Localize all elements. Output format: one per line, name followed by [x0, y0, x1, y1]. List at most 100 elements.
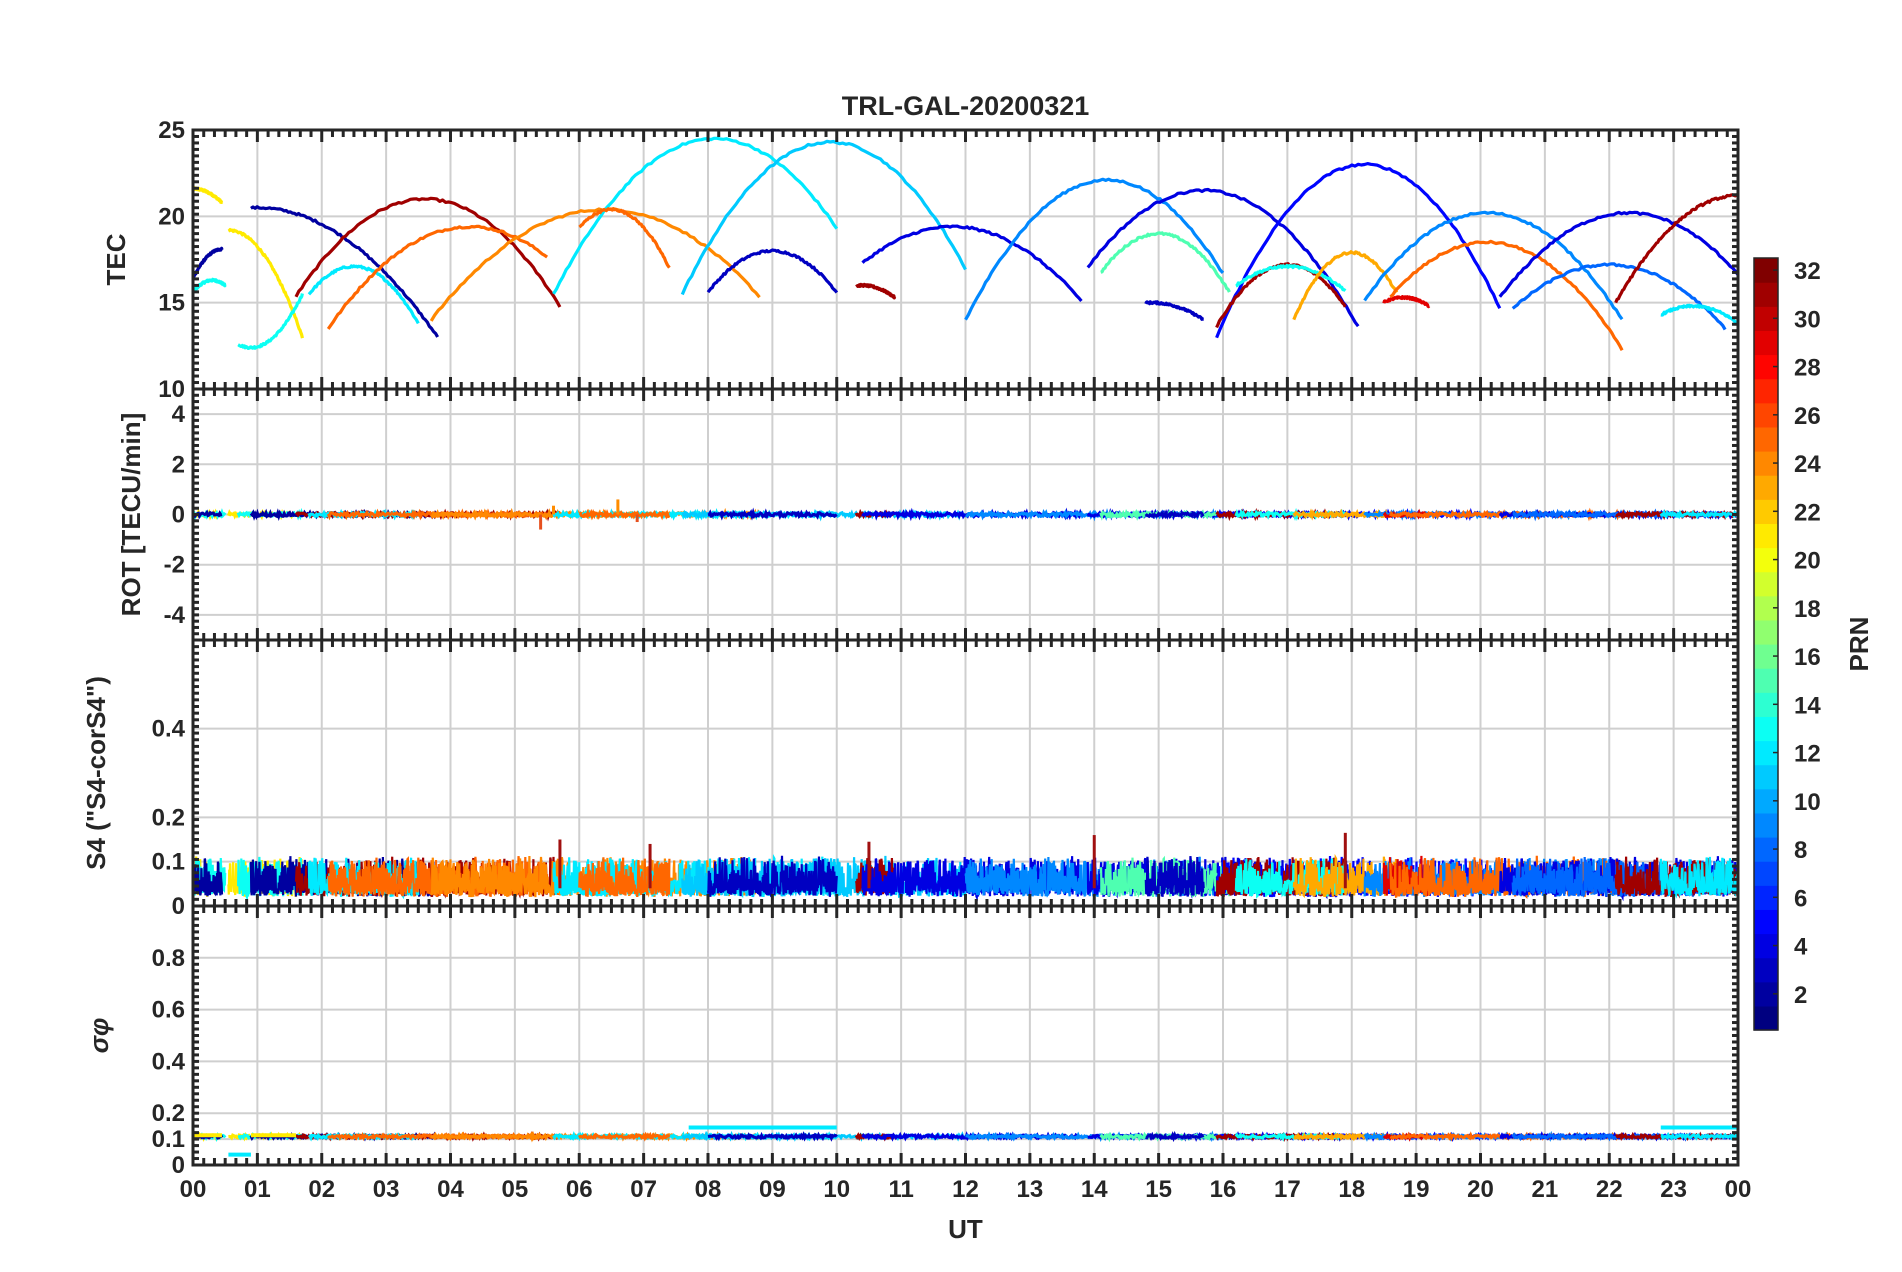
colorbar-tick-label: 24	[1794, 451, 1821, 478]
x-tick-label: 09	[759, 1176, 786, 1203]
x-tick-label: 18	[1338, 1176, 1365, 1203]
x-axis-label: UT	[948, 1214, 983, 1244]
tec-arc-prn-21	[227, 228, 304, 339]
rot-series-prn-25	[578, 508, 671, 521]
rot-series-prn-3	[1144, 509, 1205, 520]
panel-frame	[191, 904, 1740, 1167]
y-tick-label: 0	[172, 502, 185, 529]
colorbar-step	[1754, 716, 1778, 742]
x-tick-label: 10	[823, 1176, 850, 1203]
y-tick-label: 0.4	[152, 1048, 186, 1075]
y-tick-label: 0.8	[152, 945, 185, 972]
y-tick-label: 2	[172, 451, 185, 478]
colorbar-step	[1754, 475, 1778, 500]
colorbar-tick-label: 32	[1794, 258, 1821, 285]
colorbar-label: PRN	[1844, 617, 1874, 672]
s4-series-prn-3	[1144, 855, 1205, 897]
y-tick-label: 0	[172, 893, 185, 920]
tec-arc-prn-4	[1086, 187, 1360, 328]
colorbar-tick-label: 18	[1794, 596, 1821, 623]
colorbar-step	[1754, 668, 1778, 693]
colorbar-step	[1754, 523, 1778, 549]
y-tick-label: 0.1	[152, 849, 185, 876]
x-tick-label: 20	[1467, 1176, 1494, 1203]
tec-arc-prn-23	[1292, 250, 1399, 321]
colorbar-tick-label: 6	[1794, 885, 1807, 912]
panel-tec: 10 15 20 25 TEC	[101, 117, 1740, 403]
colorbar-step	[1754, 909, 1778, 935]
tec-arc-prn-9	[964, 177, 1225, 321]
y-tick-label: -2	[164, 552, 185, 579]
colorbar-tick-label: 22	[1794, 499, 1821, 526]
y-tick-label: 0.2	[152, 1100, 185, 1127]
y-tick-label: 0.1	[152, 1126, 185, 1153]
x-tick-label: 11	[888, 1176, 913, 1203]
colorbar-tick-label: 14	[1794, 692, 1821, 719]
tec-arc-prn-5	[1215, 162, 1502, 339]
series-group	[193, 499, 1738, 530]
rot-series-prn-12	[1659, 508, 1738, 520]
tec-arc-prn-8	[1511, 262, 1727, 331]
colorbar-tick-label: 10	[1794, 789, 1821, 816]
x-tick-label: 01	[244, 1176, 271, 1203]
tec-arc-prn-12	[1659, 303, 1738, 325]
x-tick-label: 21	[1532, 1176, 1559, 1203]
y-tick-label: 0.4	[152, 716, 186, 743]
y-tick-label: 15	[158, 290, 185, 317]
colorbar-step	[1754, 861, 1778, 886]
tec-arc-prn-29	[1382, 295, 1431, 309]
sigma-series-prn-3	[707, 1131, 838, 1142]
y-tick-label: 25	[158, 117, 185, 144]
x-tick-label: 23	[1660, 1176, 1687, 1203]
x-tick-labels: 00 01 02 03 04 05 06 07 08 09 10 11 12 13 14 15 16 17 18 19…	[180, 1176, 1752, 1203]
x-tick-label: 02	[308, 1176, 335, 1203]
tec-arc-prn-3	[706, 248, 839, 294]
colorbar-step	[1754, 619, 1778, 645]
colorbar-step	[1754, 571, 1778, 597]
x-tick-label: 14	[1081, 1176, 1108, 1203]
x-tick-label: 22	[1596, 1176, 1623, 1203]
colorbar-step	[1754, 378, 1778, 404]
y-tick-label: 10	[158, 376, 185, 403]
x-tick-label: 12	[952, 1176, 979, 1203]
tec-arc-prn-31	[854, 282, 897, 300]
y-tick-label: 0.6	[152, 997, 185, 1024]
tec-arc-prn-4	[1498, 210, 1738, 298]
tec-arc-prn-24	[429, 207, 761, 322]
x-tick-label: 03	[373, 1176, 400, 1203]
tec-arc-prn-13	[237, 293, 304, 350]
tec-arc-prn-12	[307, 264, 420, 325]
x-tick-label: 07	[630, 1176, 657, 1203]
colorbar-tick-label: 26	[1794, 403, 1821, 430]
x-tick-label: 00	[1725, 1176, 1752, 1203]
s4-series-prn-3	[706, 855, 838, 900]
colorbar-step	[1754, 282, 1778, 307]
x-tick-label: 19	[1403, 1176, 1430, 1203]
y-axis-label-rot: ROT [TECU/min]	[116, 413, 146, 617]
colorbar-step	[1754, 1005, 1778, 1031]
y-tick-label: 20	[158, 203, 185, 230]
s4-series-prn-25	[578, 857, 671, 898]
colorbar-step	[1754, 764, 1778, 790]
colorbar-tick-label: 12	[1794, 741, 1821, 768]
series-group	[193, 1125, 1738, 1157]
x-tick-label: 06	[566, 1176, 593, 1203]
panel-sigma_phi: 00.10.2 0.4 0.6 0.8 σφ	[84, 904, 1740, 1179]
tec-arc-prn-2	[193, 246, 224, 280]
tec-arc-prn-11	[680, 139, 967, 296]
tec-arc-prn-31	[294, 196, 562, 308]
tec-arc-prn-25	[326, 224, 549, 330]
rot-series-prn-3	[707, 507, 838, 521]
colorbar-tick-label: 2	[1794, 982, 1807, 1009]
x-tick-label: 16	[1210, 1176, 1237, 1203]
y-tick-label: -4	[164, 602, 186, 629]
colorbar-tick-label: 20	[1794, 548, 1821, 575]
colorbar-tick-label: 30	[1794, 306, 1821, 333]
y-axis-label-sigma_phi: σφ	[84, 1018, 114, 1054]
x-tick-label: 17	[1274, 1176, 1301, 1203]
colorbar-tick-label: 28	[1794, 355, 1821, 382]
tec-arc-prn-25	[578, 207, 671, 269]
sigma-series-prn-25	[577, 1131, 671, 1142]
